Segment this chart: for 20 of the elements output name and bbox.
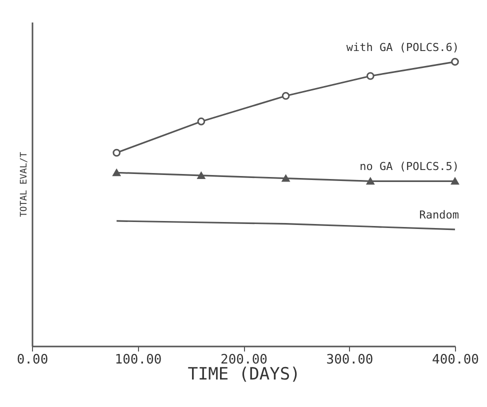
series-label: Random (419, 208, 460, 222)
x-tick-label: 200.00 (220, 352, 268, 368)
point (112, 169, 121, 176)
x-tick-label: 100.00 (114, 352, 162, 368)
point (282, 92, 290, 100)
point (451, 178, 459, 185)
point (366, 178, 374, 185)
series-label: no GA (POLCS.5) (360, 160, 459, 174)
x-axis-title: TIME (DAYS) (188, 364, 300, 384)
series-label: with GA (POLCS.6) (346, 40, 459, 54)
point (282, 174, 290, 182)
point (112, 148, 121, 157)
point (197, 118, 206, 126)
x-tick-label: 400.00 (432, 352, 479, 368)
point (197, 172, 206, 179)
point (451, 58, 459, 66)
y-axis-title: TOTAL EVAL/T (20, 151, 30, 218)
x-tick-label: 300.00 (326, 352, 374, 368)
point (366, 72, 374, 80)
x-tick-label: 0.00 (16, 352, 48, 368)
